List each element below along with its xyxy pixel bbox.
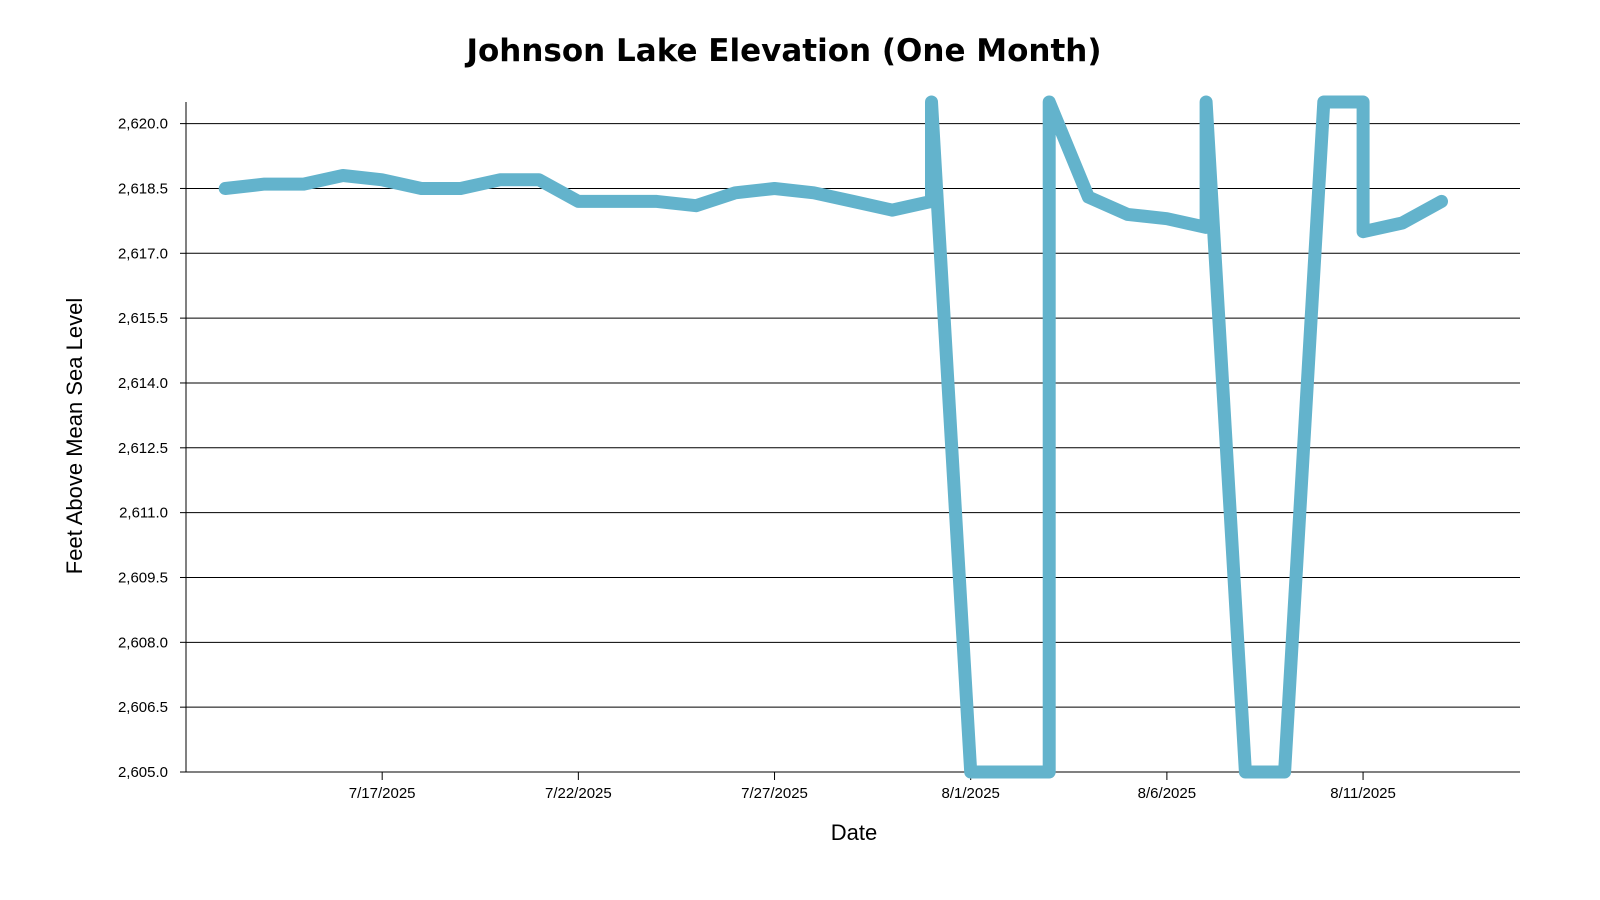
y-tick-label: 2,606.5 bbox=[118, 699, 168, 716]
x-axis-label: Date bbox=[831, 820, 877, 845]
y-tick-label: 2,617.0 bbox=[118, 245, 168, 262]
y-axis-ticks: 2,605.0 2,606.5 2,608.0 2,609.5 2,611.0 2,612… bbox=[118, 116, 186, 781]
x-tick-label: 7/17/2025 bbox=[349, 785, 416, 802]
series-line bbox=[218, 95, 1448, 779]
x-tick-label: 7/22/2025 bbox=[545, 785, 612, 802]
y-tick-label: 2,614.0 bbox=[118, 375, 168, 392]
y-tick-label: 2,618.5 bbox=[118, 180, 168, 197]
y-tick-label: 2,620.0 bbox=[118, 116, 168, 133]
y-tick-label: 2,605.0 bbox=[118, 764, 168, 781]
chart-title: Johnson Lake Elevation (One Month) bbox=[464, 33, 1101, 69]
data-series bbox=[218, 95, 1448, 779]
y-tick-label: 2,609.5 bbox=[118, 569, 168, 586]
x-tick-label: 8/11/2025 bbox=[1330, 785, 1396, 802]
x-tick-label: 7/27/2025 bbox=[741, 785, 808, 802]
gridlines bbox=[186, 123, 1520, 773]
y-tick-label: 2,611.0 bbox=[119, 505, 168, 522]
y-axis-label: Feet Above Mean Sea Level bbox=[62, 298, 87, 574]
x-tick-label: 8/6/2025 bbox=[1138, 785, 1196, 802]
x-tick-label: 8/1/2025 bbox=[942, 785, 1000, 802]
y-tick-label: 2,615.5 bbox=[118, 310, 168, 327]
y-tick-label: 2,612.5 bbox=[118, 440, 168, 457]
x-axis-ticks: 7/17/2025 7/22/2025 7/27/2025 8/1/2025 8/6/2… bbox=[349, 772, 1396, 802]
y-tick-label: 2,608.0 bbox=[118, 634, 168, 651]
